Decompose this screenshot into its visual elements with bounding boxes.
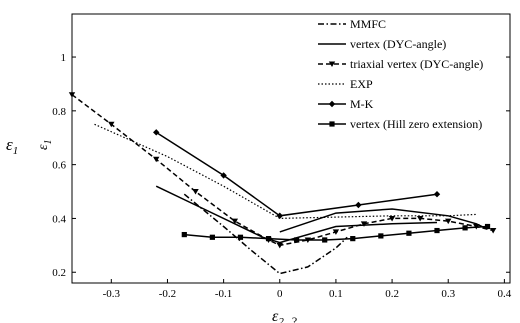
data-point	[237, 234, 244, 240]
series-3	[94, 123, 477, 220]
legend-label: M-K	[350, 97, 374, 111]
legend-marker	[329, 121, 335, 127]
x-tick-label: 0.2	[385, 288, 399, 300]
y-tick-label: 0.2	[52, 267, 66, 279]
data-point	[462, 225, 468, 231]
data-point	[220, 172, 227, 179]
y-tick-label: 0.8	[52, 106, 66, 118]
series-line	[184, 225, 488, 241]
data-point	[378, 233, 384, 239]
data-point	[484, 223, 491, 230]
data-point	[192, 189, 199, 195]
series-0	[183, 193, 348, 275]
series-line	[183, 193, 348, 275]
data-point	[181, 231, 187, 238]
legend-label: EXP	[350, 77, 373, 91]
y-tick-label: 0.6	[52, 160, 66, 172]
y-axis-label-outer: ε1	[6, 135, 18, 157]
data-point	[294, 237, 300, 243]
data-point	[276, 212, 283, 219]
y-tick-label: 1	[61, 52, 67, 64]
x-tick-label: -0.3	[103, 288, 121, 300]
data-point	[108, 121, 115, 128]
plot-area	[71, 13, 511, 284]
series-line	[94, 123, 477, 220]
legend-label: triaxial vertex (DYC-angle)	[350, 57, 483, 71]
data-point	[153, 156, 160, 163]
series-layer	[68, 92, 497, 275]
series-1	[155, 185, 438, 244]
data-point	[406, 230, 412, 236]
x-tick-label: 0.1	[329, 288, 343, 300]
legend-marker	[328, 100, 336, 108]
series-line	[155, 131, 438, 217]
data-point	[68, 92, 76, 98]
legend-label: vertex (Hill zero extension)	[350, 117, 482, 131]
series-2	[68, 92, 497, 249]
x-tick-label: 0.3	[441, 288, 455, 300]
data-point	[416, 215, 424, 222]
x-tick-label: 0.4	[498, 288, 512, 300]
data-point	[231, 218, 239, 225]
series-line	[71, 94, 494, 247]
series-5	[181, 223, 491, 243]
y-axis: 0.2 0.4 0.6 0.8 1	[52, 52, 510, 279]
x-axis: -0.3 -0.2 -0.1 0 0.1 0.2 0.3 0.4	[103, 279, 512, 300]
y-tick-label: 0.4	[52, 213, 66, 225]
x-tick-label: -0.2	[159, 288, 176, 300]
data-point	[489, 228, 497, 234]
x-tick-label: 0	[277, 288, 283, 300]
data-point	[209, 234, 215, 240]
series-4	[153, 129, 441, 219]
data-point	[360, 221, 368, 227]
y-axis-label-inner: ε1	[36, 139, 54, 150]
data-point	[332, 229, 340, 235]
data-point	[153, 129, 160, 136]
legend-label: vertex (DYC-angle)	[350, 37, 446, 51]
x-axis-label: ε2?	[272, 308, 297, 323]
legend-marker	[328, 61, 336, 67]
series-6	[279, 208, 488, 233]
x-tick-label: -0.1	[215, 288, 232, 300]
series-line	[155, 185, 438, 244]
data-point	[355, 201, 362, 209]
series-line	[279, 208, 488, 233]
data-point	[433, 191, 441, 198]
plot-frame	[71, 13, 511, 284]
data-point	[388, 215, 396, 222]
data-point	[434, 227, 440, 234]
legend-label: MMFC	[350, 17, 386, 31]
data-point	[322, 237, 328, 243]
data-point	[276, 242, 283, 249]
legend: MMFC vertex (DYC-angle) triaxial vertex (D…	[318, 17, 483, 131]
data-point	[350, 236, 356, 242]
data-point	[265, 236, 272, 242]
data-point	[445, 218, 452, 225]
